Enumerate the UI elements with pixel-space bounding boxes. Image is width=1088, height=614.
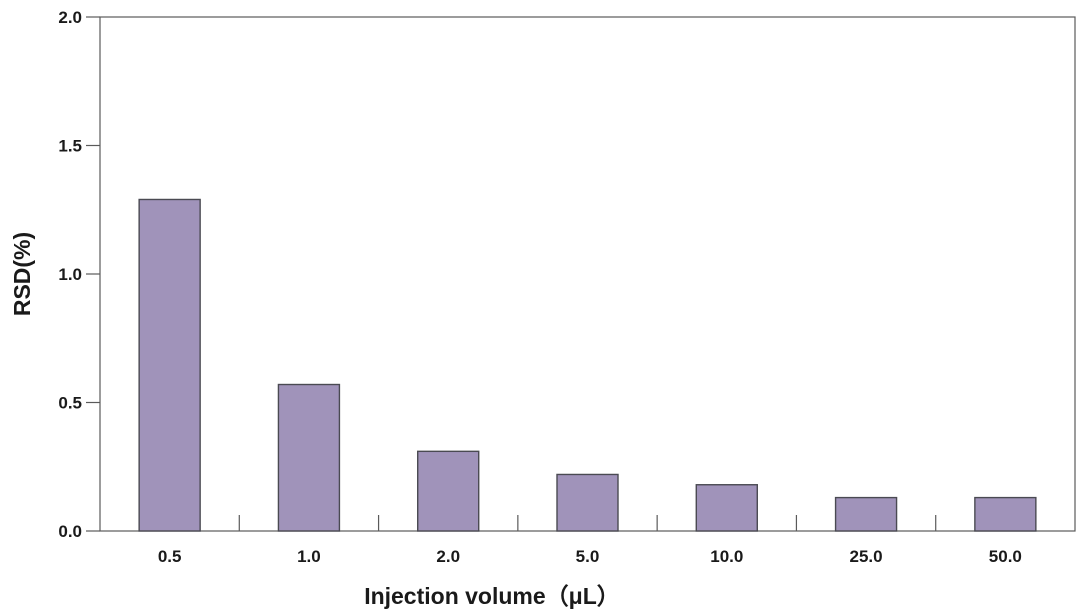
y-tick-label: 1.0 (58, 265, 82, 284)
x-tick-label: 10.0 (710, 547, 743, 566)
plot-frame (99, 16, 1076, 532)
bar-0.5 (138, 198, 201, 532)
bar-10.0 (695, 484, 758, 532)
y-tick-label: 1.5 (58, 137, 82, 156)
y-tick-label: 0.0 (58, 522, 82, 541)
bar-5.0 (556, 473, 619, 532)
y-axis: 0.0 0.5 1.0 1.5 2.0 (58, 8, 100, 541)
x-tick-label: 5.0 (576, 547, 600, 566)
bar-25.0 (834, 496, 898, 532)
x-tick-label: 50.0 (989, 547, 1022, 566)
y-tick-label: 0.5 (58, 394, 82, 413)
x-tick-label: 25.0 (850, 547, 883, 566)
x-tick-labels: 0.5 1.0 2.0 5.0 10.0 25.0 50.0 (158, 547, 1022, 566)
bar-50.0 (974, 496, 1037, 532)
y-axis-title: RSD(%) (9, 232, 35, 316)
bar-2.0 (417, 450, 480, 532)
y-tick-label: 2.0 (58, 8, 82, 27)
bars-group (138, 198, 1037, 532)
bar-1.0 (277, 383, 341, 532)
x-axis (238, 515, 937, 531)
x-tick-label: 1.0 (297, 547, 321, 566)
x-axis-title: Injection volume（μL） (364, 583, 620, 609)
x-tick-label: 2.0 (436, 547, 460, 566)
x-tick-label: 0.5 (158, 547, 182, 566)
